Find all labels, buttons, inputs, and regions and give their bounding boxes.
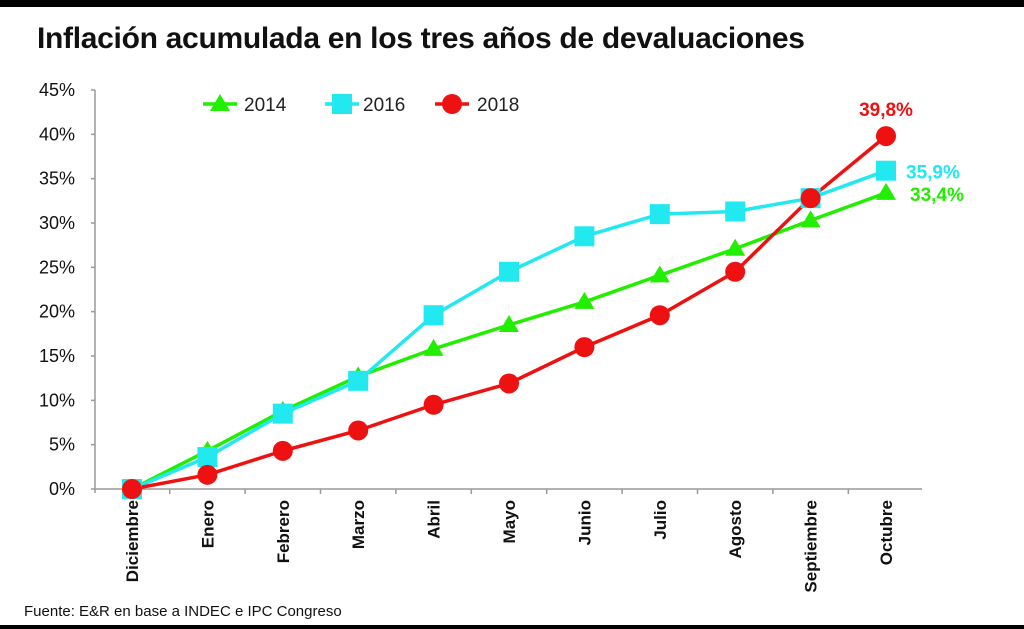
end-value-label-2018: 39,8% (859, 100, 913, 121)
y-tick-label: 45% (39, 80, 75, 100)
legend-marker-2014 (210, 94, 230, 111)
x-tick-label: Febrero (274, 500, 293, 563)
y-tick-label: 40% (39, 124, 75, 144)
data-point-2018 (348, 420, 369, 441)
data-point-2018 (272, 440, 293, 461)
data-point-2016 (649, 204, 670, 225)
data-point-2014 (876, 182, 896, 200)
legend-marker-2018 (442, 94, 462, 114)
bottom-rule (0, 625, 1024, 629)
data-point-2016 (197, 447, 218, 468)
legend-label-2016: 2016 (363, 95, 405, 116)
x-tick-label: Octubre (877, 500, 896, 565)
x-tick-label: Septiembre (802, 500, 821, 593)
data-point-2018 (574, 337, 595, 358)
y-tick-label: 10% (39, 390, 75, 410)
data-point-2016 (725, 201, 746, 222)
data-point-2018 (725, 261, 746, 282)
data-point-2014 (423, 338, 444, 356)
data-point-2018 (800, 188, 821, 209)
data-point-2016 (499, 261, 519, 282)
data-point-2018 (122, 479, 142, 499)
legend-label-2018: 2018 (477, 95, 519, 116)
data-point-2018 (197, 464, 218, 485)
data-point-2016 (574, 226, 595, 247)
y-tick-label: 15% (39, 346, 75, 366)
x-tick-label: Mayo (500, 500, 519, 543)
x-tick-label: Enero (198, 500, 217, 548)
data-point-2018 (499, 373, 519, 394)
data-point-2016 (876, 160, 896, 181)
x-tick-label: Agosto (726, 500, 745, 559)
top-rule (0, 0, 1024, 7)
y-tick-label: 5% (49, 435, 75, 455)
x-tick-label: Diciembre (123, 500, 142, 582)
data-point-2018 (649, 305, 670, 326)
x-tick-label: Julio (651, 500, 670, 540)
end-value-label-2016: 35,9% (906, 163, 960, 184)
data-point-2014 (649, 265, 670, 283)
data-point-2016 (423, 305, 444, 326)
legend-label-2014: 2014 (244, 95, 287, 116)
data-point-2014 (574, 291, 595, 309)
y-tick-label: 0% (49, 479, 75, 499)
source-note: Fuente: E&R en base a INDEC e IPC Congre… (24, 603, 342, 620)
data-point-2016 (272, 403, 293, 424)
y-tick-label: 30% (39, 213, 75, 233)
y-tick-label: 20% (39, 302, 75, 322)
chart-title: Inflación acumulada en los tres años de … (37, 22, 805, 55)
y-tick-label: 25% (39, 257, 75, 277)
y-tick-label: 35% (39, 169, 75, 189)
data-point-2014 (725, 238, 746, 256)
data-point-2018 (423, 394, 444, 415)
x-tick-label: Abril (425, 500, 444, 539)
legend-marker-2016 (332, 94, 352, 114)
x-tick-label: Junio (575, 500, 594, 545)
data-point-2018 (876, 126, 896, 147)
data-point-2014 (499, 314, 519, 332)
data-point-2014 (800, 210, 821, 228)
x-tick-label: Marzo (349, 500, 368, 549)
end-value-label-2014: 33,4% (910, 185, 964, 206)
data-point-2016 (348, 370, 369, 391)
